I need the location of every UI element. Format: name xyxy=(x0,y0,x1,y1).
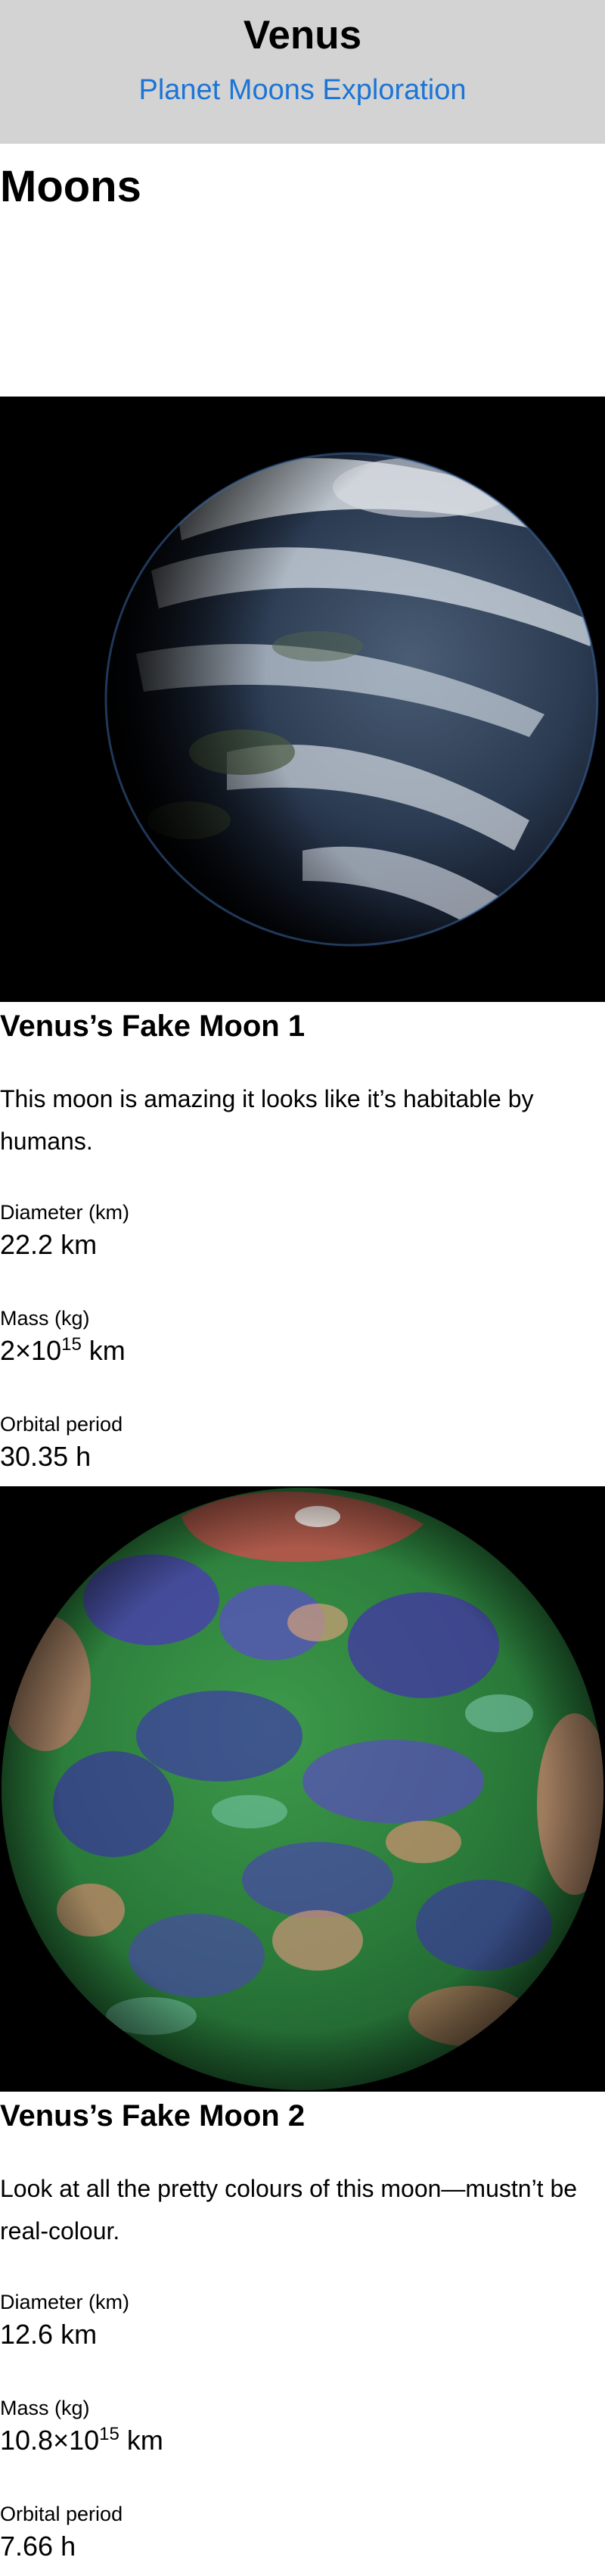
moon-card-2: Venus’s Fake Moon 2 Look at all the pret… xyxy=(0,1486,605,2576)
moon-card-1: Venus’s Fake Moon 1 This moon is amazing… xyxy=(0,397,605,1486)
site-title: Venus xyxy=(243,13,362,58)
moon-1-description: This moon is amazing it looks like it’s … xyxy=(0,1085,534,1155)
moon-1-image xyxy=(0,397,605,1002)
moon-2-photo xyxy=(0,1486,605,2092)
moon-1-orbital-period-value: 30.35 h xyxy=(0,1441,92,1472)
moon-1-diameter-label: Diameter (km) xyxy=(0,1201,130,1224)
moons-heading: Moons xyxy=(0,162,141,211)
moon-1-photo xyxy=(0,397,605,1002)
moon-2-mass-label: Mass (kg) xyxy=(0,2397,90,2419)
moon-1-name: Venus’s Fake Moon 1 xyxy=(0,1010,306,1043)
moon-2-name: Venus’s Fake Moon 2 xyxy=(0,2099,306,2133)
moon-2-diameter-value: 12.6 km xyxy=(0,2319,98,2350)
site-tagline[interactable]: Planet Moons Exploration xyxy=(138,74,467,106)
site-header: Venus Planet Moons Exploration xyxy=(0,0,605,144)
moon-1-diameter-value: 22.2 km xyxy=(0,1229,98,1260)
moon-1-orbital-period-label: Orbital period xyxy=(0,1413,123,1436)
moon-2-description: Look at all the pretty colours of this m… xyxy=(0,2175,578,2245)
moon-1-mass-value: 2×1015 km xyxy=(0,1334,126,1366)
moon-2-image xyxy=(0,1486,605,2092)
moon-2-orbital-period-value: 7.66 h xyxy=(0,2531,76,2562)
moon-2-orbital-period-label: Orbital period xyxy=(0,2503,123,2525)
moon-2-diameter-label: Diameter (km) xyxy=(0,2291,130,2313)
moon-1-mass-label: Mass (kg) xyxy=(0,1307,90,1330)
moon-2-mass-value: 10.8×1015 km xyxy=(0,2424,163,2456)
